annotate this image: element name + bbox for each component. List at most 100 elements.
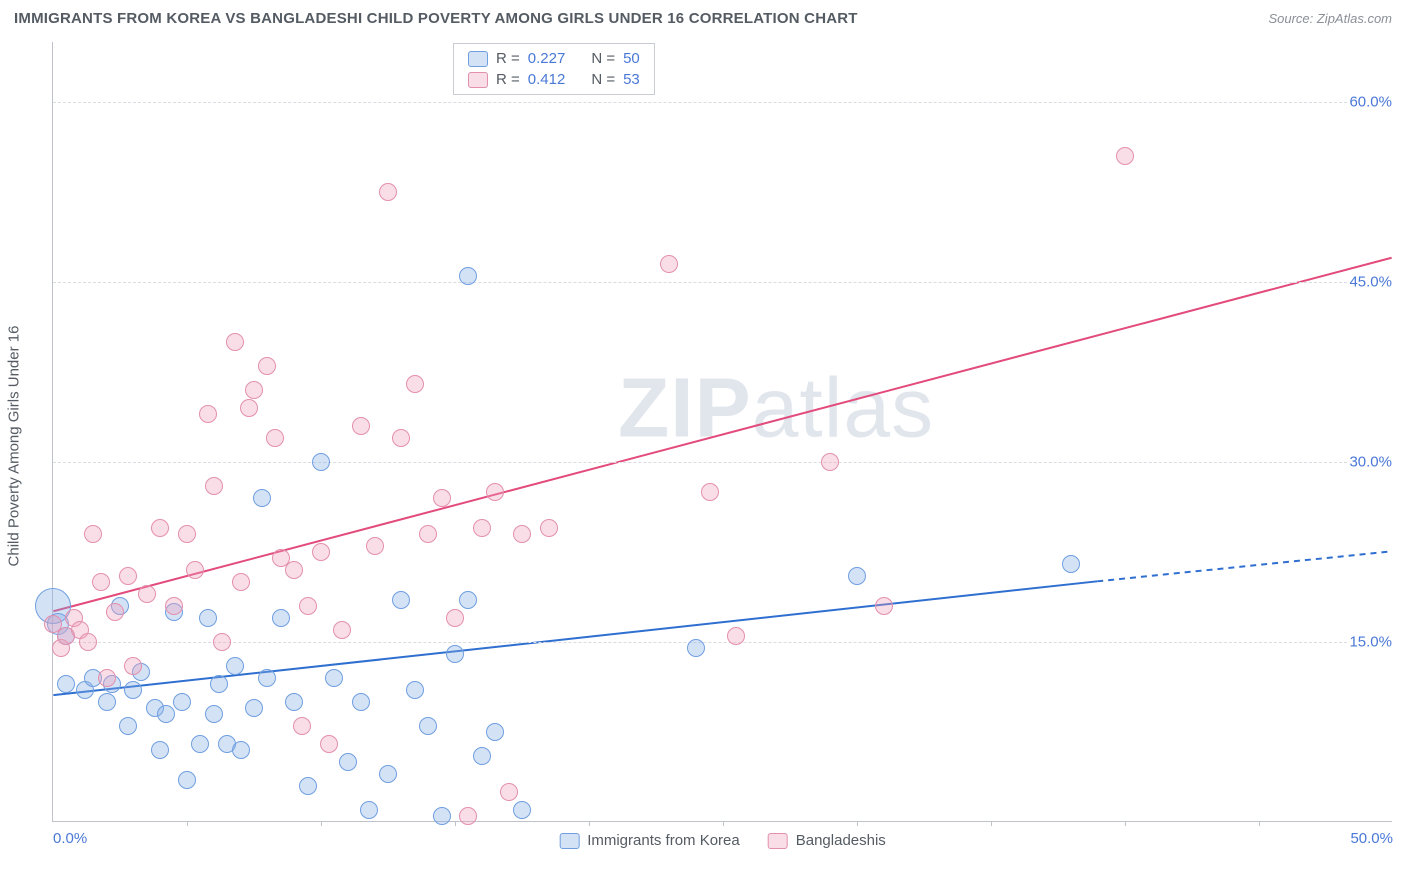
gridline <box>53 102 1392 103</box>
scatter-point <box>178 525 196 543</box>
watermark: ZIPatlas <box>618 360 934 457</box>
scatter-point <box>165 597 183 615</box>
scatter-point <box>232 741 250 759</box>
x-tick-label: 50.0% <box>1350 830 1393 847</box>
scatter-point <box>352 693 370 711</box>
scatter-point <box>57 675 75 693</box>
scatter-point <box>392 591 410 609</box>
scatter-point <box>701 483 719 501</box>
scatter-point <box>379 765 397 783</box>
scatter-point <box>821 453 839 471</box>
scatter-point <box>138 585 156 603</box>
scatter-point <box>1062 555 1080 573</box>
x-minor-tick <box>1125 821 1126 826</box>
trend-line-dashed <box>1097 551 1391 581</box>
scatter-point <box>232 573 250 591</box>
series-name: Bangladeshis <box>796 832 886 849</box>
scatter-point <box>320 735 338 753</box>
legend-row: R =0.227N =50 <box>454 48 654 69</box>
scatter-point <box>459 807 477 825</box>
scatter-point <box>473 747 491 765</box>
scatter-point <box>98 669 116 687</box>
scatter-point <box>199 609 217 627</box>
x-minor-tick <box>857 821 858 826</box>
scatter-point <box>513 801 531 819</box>
scatter-point <box>500 783 518 801</box>
gridline <box>53 462 1392 463</box>
x-minor-tick <box>187 821 188 826</box>
scatter-point <box>186 561 204 579</box>
scatter-point <box>285 561 303 579</box>
legend-r-value: 0.412 <box>528 71 566 88</box>
scatter-point <box>124 657 142 675</box>
scatter-point <box>486 483 504 501</box>
scatter-point <box>1116 147 1134 165</box>
x-minor-tick <box>589 821 590 826</box>
scatter-point <box>419 525 437 543</box>
scatter-point <box>245 381 263 399</box>
legend-r-label: R = <box>496 50 520 67</box>
scatter-point <box>325 669 343 687</box>
scatter-point <box>119 717 137 735</box>
x-minor-tick <box>455 821 456 826</box>
scatter-point <box>285 693 303 711</box>
scatter-point <box>660 255 678 273</box>
trend-line <box>53 258 1391 612</box>
scatter-point <box>213 633 231 651</box>
scatter-point <box>446 609 464 627</box>
scatter-point <box>151 519 169 537</box>
scatter-point <box>339 753 357 771</box>
y-axis-title: Child Poverty Among Girls Under 16 <box>6 326 23 567</box>
scatter-point <box>191 735 209 753</box>
scatter-point <box>210 675 228 693</box>
scatter-point <box>299 777 317 795</box>
legend-swatch <box>468 72 488 88</box>
legend-r-value: 0.227 <box>528 50 566 67</box>
scatter-point <box>157 705 175 723</box>
scatter-point <box>352 417 370 435</box>
scatter-point <box>258 669 276 687</box>
legend-swatch <box>768 833 788 849</box>
y-tick-label: 45.0% <box>1347 274 1394 291</box>
x-minor-tick <box>1259 821 1260 826</box>
scatter-point <box>419 717 437 735</box>
scatter-point <box>406 375 424 393</box>
scatter-plot: ZIPatlas R =0.227N =50R =0.412N =53 Immi… <box>52 42 1392 822</box>
scatter-point <box>266 429 284 447</box>
scatter-point <box>433 807 451 825</box>
scatter-point <box>379 183 397 201</box>
scatter-point <box>272 609 290 627</box>
scatter-point <box>199 405 217 423</box>
series-legend-item: Bangladeshis <box>768 832 886 849</box>
series-name: Immigrants from Korea <box>587 832 740 849</box>
legend-n-label: N = <box>591 71 615 88</box>
scatter-point <box>84 525 102 543</box>
scatter-point <box>459 591 477 609</box>
scatter-point <box>540 519 558 537</box>
scatter-point <box>258 357 276 375</box>
correlation-legend: R =0.227N =50R =0.412N =53 <box>453 43 655 95</box>
scatter-point <box>459 267 477 285</box>
legend-swatch <box>468 51 488 67</box>
scatter-point <box>486 723 504 741</box>
scatter-point <box>360 801 378 819</box>
scatter-point <box>173 693 191 711</box>
x-tick-label: 0.0% <box>53 830 87 847</box>
scatter-point <box>253 489 271 507</box>
scatter-point <box>79 633 97 651</box>
scatter-point <box>406 681 424 699</box>
scatter-point <box>106 603 124 621</box>
x-minor-tick <box>321 821 322 826</box>
scatter-point <box>205 705 223 723</box>
scatter-point <box>299 597 317 615</box>
y-tick-label: 15.0% <box>1347 634 1394 651</box>
source-attribution: Source: ZipAtlas.com <box>1268 11 1392 26</box>
y-tick-label: 30.0% <box>1347 454 1394 471</box>
gridline <box>53 282 1392 283</box>
scatter-point <box>312 453 330 471</box>
chart-title: IMMIGRANTS FROM KOREA VS BANGLADESHI CHI… <box>14 10 858 27</box>
scatter-point <box>119 567 137 585</box>
scatter-point <box>226 657 244 675</box>
scatter-point <box>513 525 531 543</box>
scatter-point <box>875 597 893 615</box>
